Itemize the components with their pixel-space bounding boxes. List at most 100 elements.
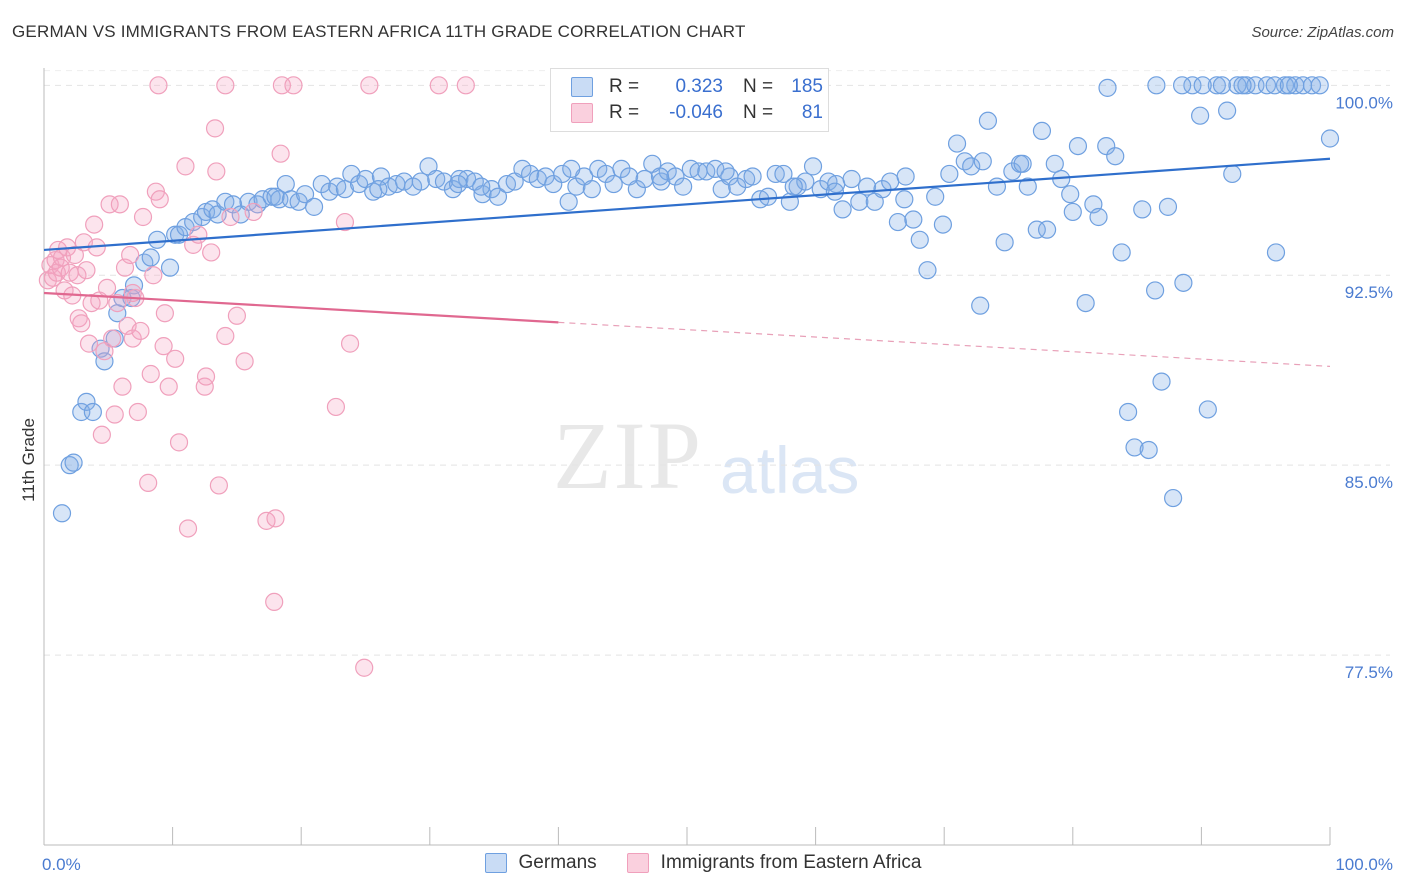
data-point	[766, 164, 785, 184]
data-point	[97, 278, 117, 298]
y-tick-label: 92.5%	[1345, 283, 1393, 302]
data-point	[149, 76, 168, 95]
data-point	[189, 225, 208, 244]
data-point	[850, 192, 869, 211]
data-point	[166, 225, 185, 244]
data-point	[627, 180, 646, 199]
data-point	[108, 293, 127, 313]
data-point	[918, 261, 937, 280]
data-point	[1097, 136, 1116, 156]
legend-r-label: R =	[609, 76, 640, 97]
data-point	[1158, 197, 1178, 216]
data-point	[1146, 281, 1165, 300]
data-point	[1320, 129, 1340, 148]
legend-label-germans: Germans	[518, 852, 597, 873]
data-point	[842, 169, 861, 189]
data-point	[77, 261, 96, 280]
data-point	[1173, 76, 1192, 95]
data-point	[1207, 76, 1226, 95]
data-point	[1003, 162, 1022, 181]
data-point	[335, 212, 355, 232]
data-point	[265, 592, 284, 612]
data-point	[121, 245, 140, 265]
data-point	[244, 202, 263, 222]
data-point	[716, 162, 735, 181]
legend-item-germans[interactable]: Germans	[484, 852, 597, 874]
data-point	[1233, 76, 1252, 95]
data-point	[1191, 106, 1210, 125]
data-point	[113, 377, 132, 396]
data-point	[971, 296, 990, 315]
data-point	[881, 172, 900, 191]
data-point	[429, 76, 448, 95]
data-point	[1112, 243, 1131, 262]
data-point	[335, 180, 355, 199]
data-point	[562, 159, 581, 178]
data-point	[1098, 78, 1117, 97]
data-point	[1302, 76, 1322, 95]
data-point	[1193, 76, 1212, 95]
legend-row-germans: R = 0.323 N = 185	[571, 74, 823, 100]
data-point	[604, 174, 623, 194]
trend-line-germans	[43, 157, 1331, 252]
stats-legend: R = 0.323 N = 185 R = -0.046 N = 81	[550, 68, 829, 132]
legend-r-value: -0.046	[669, 102, 723, 123]
data-point	[196, 367, 216, 386]
legend-label-eastern-africa: Immigrants from Eastern Africa	[660, 852, 922, 873]
data-point	[987, 177, 1007, 196]
data-point	[284, 76, 303, 95]
y-axis-title: 11th Grade	[19, 418, 38, 502]
data-point	[1118, 402, 1138, 422]
data-point	[326, 397, 346, 417]
data-point	[209, 476, 228, 495]
data-point	[266, 187, 285, 206]
data-point	[369, 180, 388, 199]
data-point	[1223, 164, 1242, 184]
data-point	[796, 172, 815, 191]
data-point	[758, 187, 778, 206]
data-point	[1018, 177, 1037, 196]
data-point	[774, 164, 793, 184]
data-point	[141, 248, 160, 267]
data-point	[355, 658, 374, 677]
data-point	[68, 266, 87, 285]
data-point	[1265, 76, 1284, 95]
data-point	[803, 157, 823, 176]
data-point	[666, 167, 685, 186]
trend-line-eastern-africa	[43, 291, 559, 324]
data-point	[141, 364, 160, 384]
data-point	[1279, 76, 1298, 95]
source-label: Source: ZipAtlas.com	[1251, 24, 1394, 41]
data-point	[962, 157, 981, 176]
data-point	[295, 185, 315, 204]
data-point	[312, 174, 331, 194]
data-point	[1045, 154, 1064, 173]
data-point	[1089, 207, 1108, 227]
data-point	[567, 177, 586, 196]
data-point	[1275, 76, 1295, 95]
data-point	[1068, 136, 1088, 156]
data-point	[1076, 293, 1095, 313]
data-point	[650, 167, 670, 186]
legend-swatch-pink	[626, 853, 649, 873]
data-point	[1152, 372, 1171, 391]
legend-item-eastern-africa[interactable]: Immigrants from Eastern Africa	[626, 852, 922, 874]
data-point	[69, 309, 88, 328]
data-point	[940, 164, 959, 184]
legend-swatch-blue	[571, 77, 593, 97]
data-point	[207, 162, 226, 181]
data-point	[1212, 76, 1232, 95]
data-point	[92, 425, 111, 444]
x-tick-label: 100.0%	[1335, 855, 1393, 874]
data-point	[1063, 202, 1082, 222]
data-point	[544, 174, 563, 194]
data-point	[1147, 76, 1166, 95]
series-eastern-africa	[38, 76, 475, 677]
y-tick-label: 100.0%	[1335, 93, 1393, 112]
data-point	[1174, 273, 1193, 292]
data-point	[904, 210, 923, 229]
data-point	[159, 377, 178, 396]
data-point	[448, 174, 468, 194]
data-point	[235, 352, 254, 371]
data-point	[582, 180, 601, 199]
